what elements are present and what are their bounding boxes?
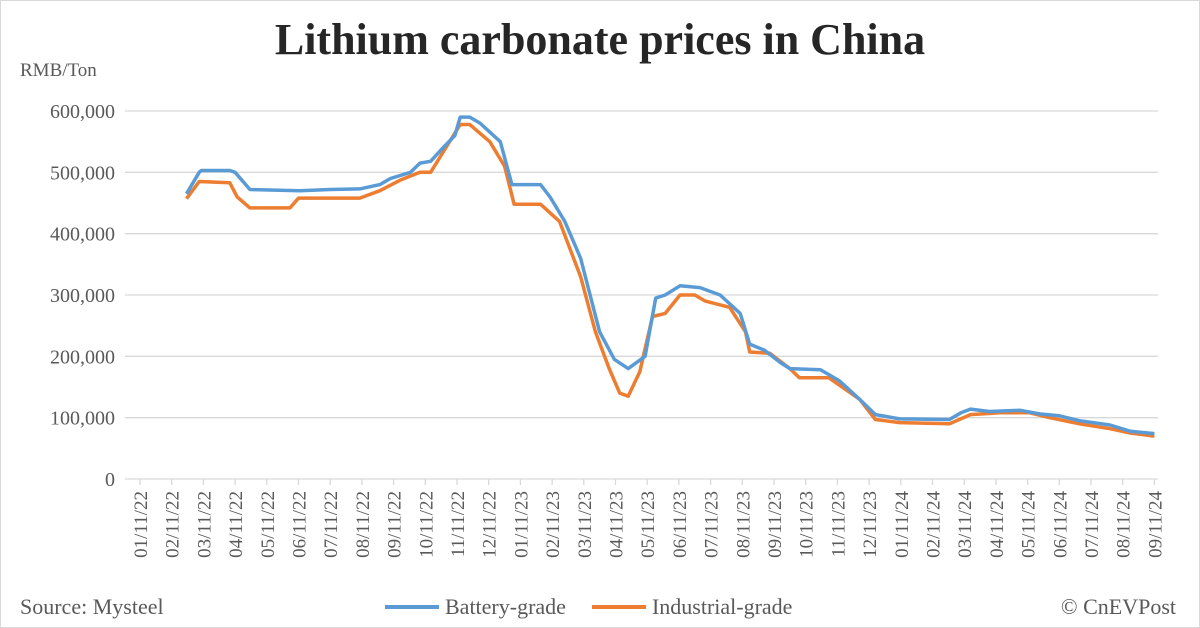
x-tick-label: 06/11/22 bbox=[290, 491, 311, 558]
x-tick-label: 08/11/22 bbox=[353, 491, 374, 558]
legend-item-industrial: Industrial-grade bbox=[591, 594, 793, 620]
series-line-battery-grade bbox=[184, 115, 1155, 436]
x-tick-label: 07/11/22 bbox=[321, 491, 342, 558]
legend-label-battery: Battery-grade bbox=[445, 594, 566, 619]
x-tick-label: 01/11/22 bbox=[131, 491, 152, 558]
x-tick-label: 03/11/23 bbox=[575, 491, 596, 558]
x-tick-label: 10/11/23 bbox=[797, 491, 818, 558]
x-tick-label: 09/11/23 bbox=[765, 491, 786, 558]
series-line-industrial-grade bbox=[185, 122, 1155, 438]
x-tick-label: 11/11/23 bbox=[828, 491, 849, 557]
x-tick-label: 11/11/22 bbox=[448, 491, 469, 557]
x-tick-label: 05/11/24 bbox=[1019, 491, 1040, 558]
x-tick-label: 01/11/23 bbox=[511, 491, 532, 558]
legend-swatch-battery bbox=[385, 605, 439, 609]
y-tick-label: 600,000 bbox=[50, 101, 115, 123]
x-tick-label: 12/11/23 bbox=[860, 491, 881, 558]
y-tick-label: 300,000 bbox=[50, 285, 115, 307]
x-tick-label: 09/11/22 bbox=[385, 491, 406, 558]
legend-label-industrial: Industrial-grade bbox=[651, 594, 793, 619]
x-tick-label: 12/11/22 bbox=[480, 491, 501, 558]
x-tick-label: 03/11/22 bbox=[194, 491, 215, 558]
x-tick-label: 03/11/24 bbox=[955, 491, 976, 558]
x-tick-label: 08/11/24 bbox=[1114, 491, 1135, 558]
x-tick-label: 09/11/24 bbox=[1145, 491, 1166, 558]
x-tick-label: 06/11/24 bbox=[1050, 491, 1071, 558]
legend-item-battery: Battery-grade bbox=[385, 594, 566, 620]
y-axis-unit: RMB/Ton bbox=[20, 60, 97, 81]
x-tick-label: 07/11/23 bbox=[702, 491, 723, 558]
x-tick-label: 04/11/24 bbox=[987, 491, 1008, 558]
y-tick-label: 500,000 bbox=[50, 162, 115, 184]
x-tick-label: 08/11/23 bbox=[733, 491, 754, 558]
y-tick-label: 200,000 bbox=[50, 346, 115, 368]
x-tick-label: 05/11/22 bbox=[258, 491, 279, 558]
x-tick-label: 04/11/22 bbox=[226, 491, 247, 558]
legend: Battery-grade Industrial-grade bbox=[385, 594, 792, 620]
y-tick-label: 100,000 bbox=[50, 408, 115, 430]
chart-title: Lithium carbonate prices in China bbox=[274, 15, 926, 64]
y-tick-label: 0 bbox=[105, 469, 115, 491]
legend-swatch-industrial bbox=[591, 605, 646, 609]
x-tick-label: 01/11/24 bbox=[892, 491, 913, 558]
x-tick-label: 02/11/22 bbox=[163, 491, 184, 558]
x-tick-label: 04/11/23 bbox=[607, 491, 628, 558]
x-tick-label: 06/11/23 bbox=[670, 491, 691, 558]
copyright-note: © CnEVPost bbox=[1060, 594, 1176, 619]
x-tick-label: 10/11/22 bbox=[416, 491, 437, 558]
x-tick-label: 02/11/24 bbox=[924, 491, 945, 558]
x-tick-label: 02/11/23 bbox=[543, 491, 564, 558]
x-tick-label: 05/11/23 bbox=[638, 491, 659, 558]
y-tick-label: 400,000 bbox=[50, 224, 115, 246]
source-note: Source: Mysteel bbox=[20, 594, 164, 619]
x-tick-label: 07/11/24 bbox=[1082, 491, 1103, 558]
